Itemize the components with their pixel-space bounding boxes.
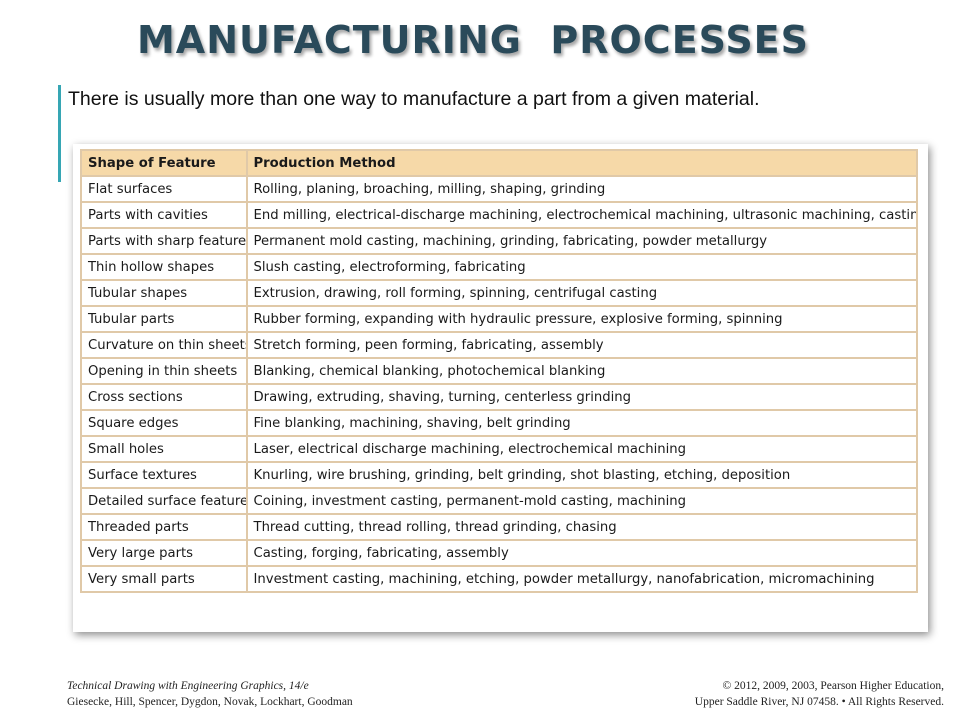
cell-shape-of-feature: Detailed surface features	[80, 487, 248, 515]
table-row: Very small parts Investment casting, mach…	[80, 565, 919, 593]
cell-production-method: Casting, forging, fabricating, assembly	[245, 539, 919, 567]
table-row: Square edges Fine blanking, machining, sh…	[80, 409, 919, 437]
table-row: Parts with cavities End milling, electric…	[80, 201, 919, 229]
table-row: Cross sections Drawing, extruding, shavin…	[80, 383, 919, 411]
cell-production-method: Knurling, wire brushing, grinding, belt …	[245, 461, 919, 489]
table-row: Thin hollow shapes Slush casting, electro…	[80, 253, 919, 281]
table-row: Opening in thin sheets Blanking, chemical…	[80, 357, 919, 385]
table-body: Flat surfaces Rolling, planing, broaching…	[80, 175, 919, 593]
table-row: Surface textures Knurling, wire brushing,…	[80, 461, 919, 489]
table-row: Small holes Laser, electrical discharge m…	[80, 435, 919, 463]
cell-shape-of-feature: Curvature on thin sheets	[80, 331, 248, 359]
cell-shape-of-feature: Parts with cavities	[80, 201, 248, 229]
cell-production-method: Permanent mold casting, machining, grind…	[245, 227, 919, 255]
accent-bar	[58, 85, 61, 182]
cell-shape-of-feature: Tubular parts	[80, 305, 248, 333]
slide-title: MANUFACTURING PROCESSES	[136, 18, 810, 62]
footer-authors: Giesecke, Hill, Spencer, Dygdon, Novak, …	[67, 696, 353, 708]
footer-book-title: Technical Drawing with Engineering Graph…	[67, 680, 309, 692]
cell-production-method: Rolling, planing, broaching, milling, sh…	[245, 175, 919, 203]
table-row: Flat surfaces Rolling, planing, broaching…	[80, 175, 919, 203]
cell-production-method: Thread cutting, thread rolling, thread g…	[245, 513, 919, 541]
slide-subtitle: There is usually more than one way to ma…	[68, 88, 760, 110]
table-row: Curvature on thin sheets Stretch forming,…	[80, 331, 919, 359]
cell-production-method: Fine blanking, machining, shaving, belt …	[245, 409, 919, 437]
cell-production-method: End milling, electrical-discharge machin…	[245, 201, 919, 229]
cell-production-method: Investment casting, machining, etching, …	[245, 565, 919, 593]
footer-copyright-line-2: Upper Saddle River, NJ 07458. • All Righ…	[694, 696, 944, 708]
footer-copyright-line-1: © 2012, 2009, 2003, Pearson Higher Educa…	[722, 680, 944, 692]
cell-shape-of-feature: Small holes	[80, 435, 248, 463]
cell-shape-of-feature: Threaded parts	[80, 513, 248, 541]
table-row: Detailed surface features Coining, invest…	[80, 487, 919, 515]
production-methods-table: Shape of Feature Production Method Flat …	[80, 149, 919, 593]
table-row: Parts with sharp features Permanent mold …	[80, 227, 919, 255]
table-row: Tubular parts Rubber forming, expanding w…	[80, 305, 919, 333]
cell-production-method: Rubber forming, expanding with hydraulic…	[245, 305, 919, 333]
cell-production-method: Drawing, extruding, shaving, turning, ce…	[245, 383, 919, 411]
cell-shape-of-feature: Cross sections	[80, 383, 248, 411]
footer-book-info: Technical Drawing with Engineering Graph…	[67, 678, 353, 710]
cell-shape-of-feature: Flat surfaces	[80, 175, 248, 203]
footer-copyright: © 2012, 2009, 2003, Pearson Higher Educa…	[695, 678, 944, 710]
table-row: Very large parts Casting, forging, fabric…	[80, 539, 919, 567]
cell-shape-of-feature: Very small parts	[80, 565, 248, 593]
cell-production-method: Stretch forming, peen forming, fabricati…	[245, 331, 919, 359]
table-header-row: Shape of Feature Production Method	[80, 149, 919, 177]
cell-shape-of-feature: Very large parts	[80, 539, 248, 567]
table-row: Tubular shapes Extrusion, drawing, roll f…	[80, 279, 919, 307]
header-production-method: Production Method	[245, 149, 919, 177]
cell-shape-of-feature: Parts with sharp features	[80, 227, 248, 255]
cell-production-method: Laser, electrical discharge machining, e…	[245, 435, 919, 463]
cell-production-method: Extrusion, drawing, roll forming, spinni…	[245, 279, 919, 307]
cell-shape-of-feature: Surface textures	[80, 461, 248, 489]
table-row: Threaded parts Thread cutting, thread rol…	[80, 513, 919, 541]
cell-production-method: Blanking, chemical blanking, photochemic…	[245, 357, 919, 385]
header-shape-of-feature: Shape of Feature	[80, 149, 248, 177]
cell-shape-of-feature: Opening in thin sheets	[80, 357, 248, 385]
cell-production-method: Slush casting, electroforming, fabricati…	[245, 253, 919, 281]
cell-production-method: Coining, investment casting, permanent-m…	[245, 487, 919, 515]
table-card: Shape of Feature Production Method Flat …	[73, 144, 928, 632]
cell-shape-of-feature: Thin hollow shapes	[80, 253, 248, 281]
cell-shape-of-feature: Tubular shapes	[80, 279, 248, 307]
cell-shape-of-feature: Square edges	[80, 409, 248, 437]
